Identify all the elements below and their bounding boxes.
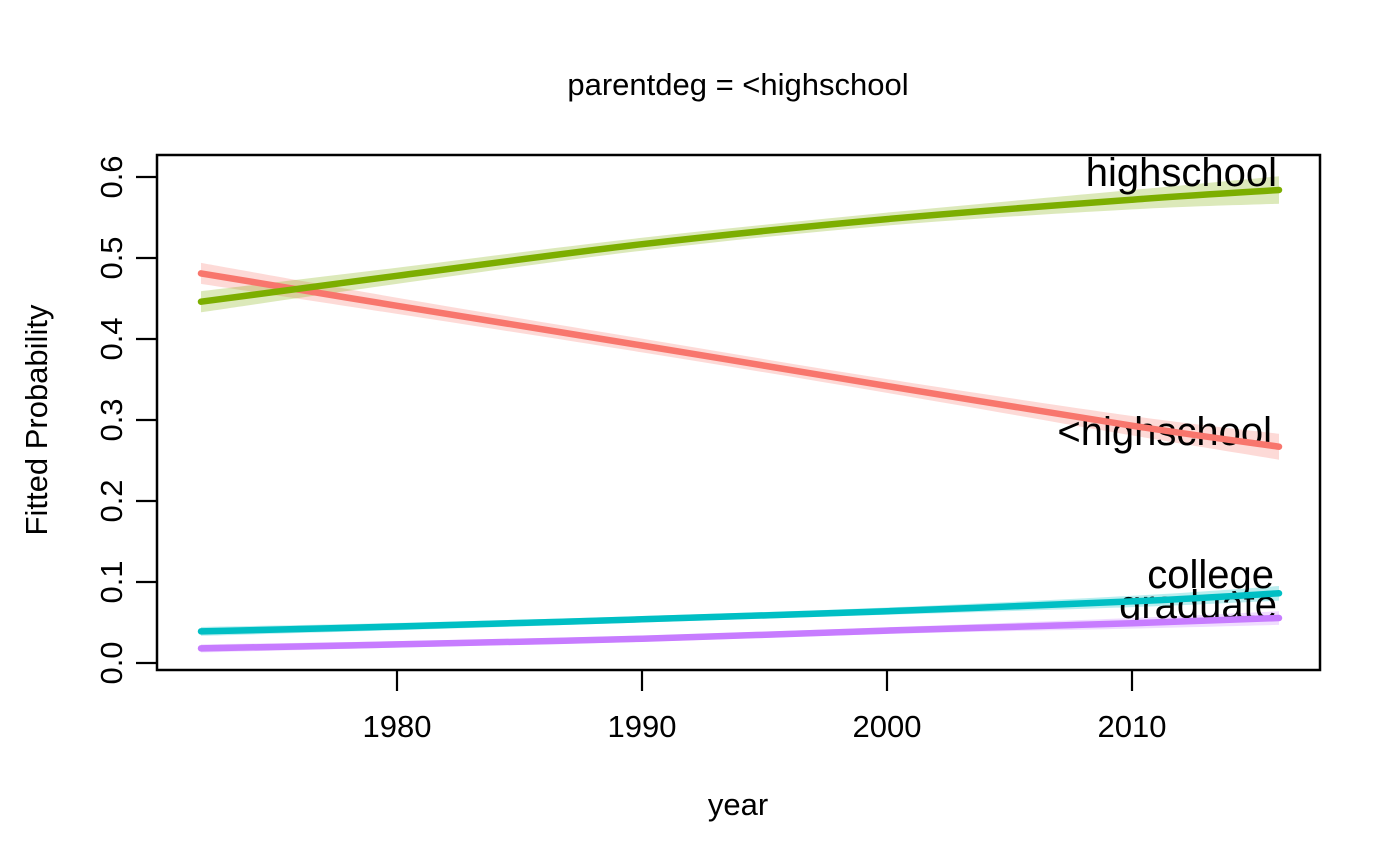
x-tick-label: 2010 (1098, 709, 1167, 744)
y-tick-label: 0.4 (94, 317, 129, 360)
x-tick-label: 1990 (608, 709, 677, 744)
x-tick-label: 1980 (363, 709, 432, 744)
series-label-college: college (1147, 553, 1274, 597)
y-tick-label: 0.3 (94, 398, 129, 441)
x-tick-label: 2000 (853, 709, 922, 744)
axis-ticks-layer: 1980 1990 2000 2010 0.0 0.1 0.2 0.3 0.4 0.5 0.6 (94, 155, 1166, 744)
y-axis-label: Fitted Probability (19, 304, 54, 535)
fitted-lines-layer (197, 186, 1283, 652)
y-tick-label: 0.2 (94, 479, 129, 522)
y-tick-label: 0.1 (94, 560, 129, 603)
y-tick-label: 0.0 (94, 641, 129, 684)
plot-border-box (155, 153, 1322, 672)
fitted-line-highschool (197, 186, 1283, 305)
y-tick-label: 0.6 (94, 155, 129, 198)
y-tick-label: 0.5 (94, 236, 129, 279)
fitted-line-graduate (197, 614, 1283, 652)
x-axis-label: year (708, 787, 768, 822)
fitted-line-college (197, 590, 1283, 635)
series-label-highschool: highschool (1086, 151, 1277, 195)
chart-title: parentdeg = <highschool (567, 67, 908, 102)
fitted-line-lt-highschool (197, 270, 1283, 450)
